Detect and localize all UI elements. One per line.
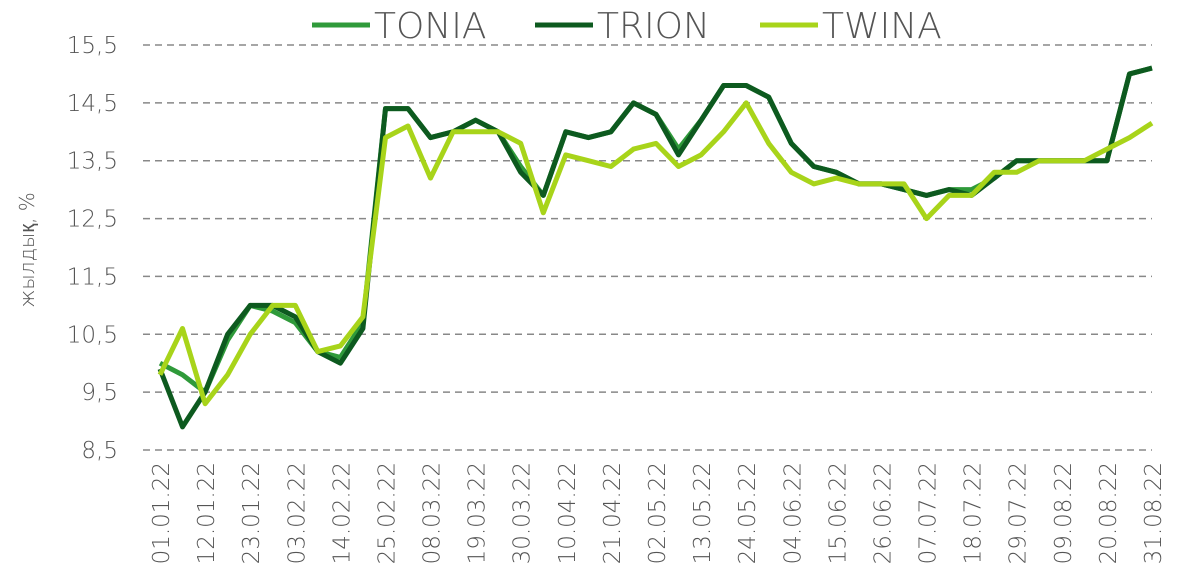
x-tick-label: 31.08.22 [1141,462,1167,564]
x-tick-label: 19.03.22 [465,462,491,564]
x-tick-label: 03.02.22 [284,462,310,564]
y-tick-label: 15,5 [67,33,118,59]
y-tick-label: 13,5 [67,149,118,175]
legend-label: TRION [597,6,710,47]
x-tick-label: 10.04.22 [555,462,581,564]
x-tick-label: 30.03.22 [510,462,536,564]
x-tick-label: 04.06.22 [780,462,806,564]
x-tick-label: 02.05.22 [645,462,671,564]
x-tick-label: 12.01.22 [194,462,220,564]
x-tick-label: 29.07.22 [1006,462,1032,564]
y-tick-label: 14,5 [67,91,118,117]
x-tick-label: 09.08.22 [1051,462,1077,564]
line-series [157,100,1154,407]
x-tick-label: 08.03.22 [420,462,446,564]
x-tick-label: 26.06.22 [870,462,896,564]
x-tick-label: 18.07.22 [961,462,987,564]
x-tick-label: 15.06.22 [825,462,851,564]
x-tick-label: 07.07.22 [916,462,942,564]
y-tick-label: 8,5 [81,438,118,464]
line-series [157,65,1153,430]
x-tick-label: 25.02.22 [374,462,400,564]
y-tick-label: 11,5 [67,264,118,290]
x-tick-label: 20.08.22 [1096,462,1122,564]
x-tick-label: 24.05.22 [735,462,761,564]
y-axis-label: жылдық, % [15,192,39,308]
x-tick-label: 13.05.22 [690,462,716,564]
y-tick-label: 12,5 [67,207,118,233]
y-tick-label: 9,5 [81,380,118,406]
legend-label: TWINA [822,6,942,47]
y-tick-label: 10,5 [67,322,118,348]
x-tick-label: 14.02.22 [329,462,355,564]
x-tick-label: 01.01.22 [149,462,175,564]
x-tick-label: 21.04.22 [600,462,626,564]
x-tick-label: 23.01.22 [239,462,265,564]
legend-label: TONIA [374,6,487,47]
